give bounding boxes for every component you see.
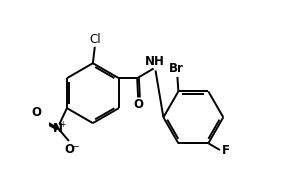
Text: +: + [59,120,66,129]
Text: Br: Br [169,62,184,75]
Text: −: − [71,141,79,150]
Text: N: N [53,122,63,135]
Text: O: O [65,143,75,156]
Text: O: O [32,106,42,119]
Text: O: O [133,98,143,112]
Text: NH: NH [145,54,164,68]
Text: F: F [222,144,230,158]
Text: Cl: Cl [89,33,101,46]
